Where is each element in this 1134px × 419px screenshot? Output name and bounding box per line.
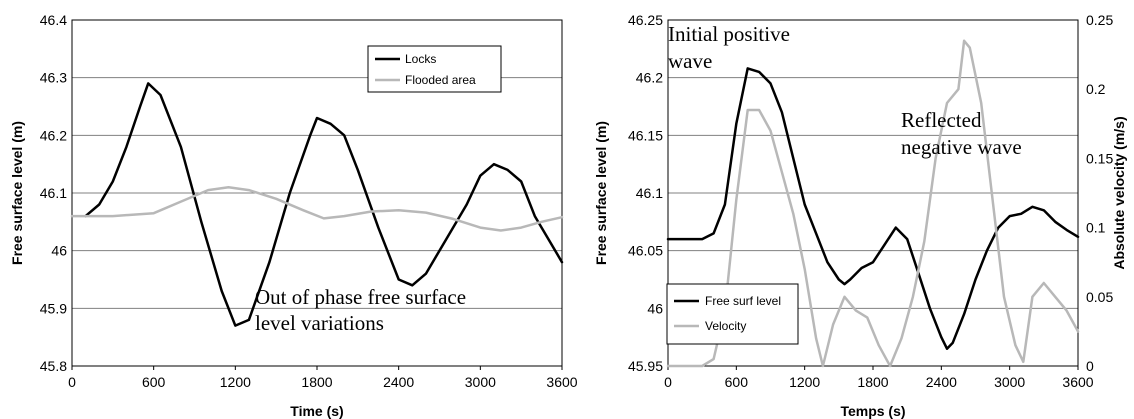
right-x-tick-labels: 0 600 1200 1800 2400 3000 3600: [664, 366, 1094, 390]
x-tick-label: 1200: [220, 374, 251, 390]
x-tick-label: 2400: [383, 374, 414, 390]
x-tick-label: 600: [142, 374, 166, 390]
y-tick-label: 46.3: [40, 70, 67, 86]
x-tick-label: 1200: [789, 374, 820, 390]
y-tick-label: 45.95: [628, 358, 663, 374]
left-gridlines: [72, 77, 562, 309]
x-tick-label: 0: [664, 374, 672, 390]
x-tick-label: 1800: [857, 374, 888, 390]
y-tick-label: 46.1: [40, 185, 67, 201]
x-tick-label: 1800: [301, 374, 332, 390]
y2-tick-label: 0.1: [1086, 220, 1106, 236]
right-annotation-initial-line-1: Initial positive: [668, 22, 790, 46]
left-series: [70, 82, 564, 327]
series-line-free-surf-level: [666, 67, 1080, 350]
y-tick-label: 46.05: [628, 243, 663, 259]
y2-tick-label: 0: [1086, 358, 1094, 374]
left-x-tick-labels: 0 600 1200 1800 2400 3000 3600: [68, 366, 578, 390]
left-legend-box: [367, 45, 502, 93]
right-left-y-tick-labels: 45.95 46 46.05 46.1 46.15 46.2 46.25: [628, 12, 663, 374]
right-annotation-reflected-line-2: negative wave: [901, 135, 1022, 159]
y-tick-label: 46.25: [628, 12, 663, 28]
y-tick-label: 45.8: [40, 358, 67, 374]
series-line-velocity: [666, 39, 1080, 368]
x-tick-label: 3600: [546, 374, 577, 390]
x-tick-label: 600: [725, 374, 749, 390]
left-annotation-line-2: level variations: [255, 311, 384, 335]
right-y2-axis-label: Absolute velocity (m/s): [1111, 116, 1127, 269]
left-legend-label-locks: Locks: [405, 52, 436, 66]
right-legend-box: [666, 283, 799, 345]
right-y-axis-label: Free surface level (m): [593, 121, 609, 265]
x-tick-label: 3600: [1062, 374, 1093, 390]
left-x-axis-label: Time (s): [290, 403, 343, 419]
right-right-y-tick-labels: 0 0.05 0.1 0.15 0.2 0.25: [1086, 12, 1113, 374]
x-tick-label: 2400: [926, 374, 957, 390]
right-legend: Free surf level Velocity: [666, 283, 799, 345]
right-legend-label-free-surf-level: Free surf level: [705, 294, 781, 308]
y-tick-label: 46.15: [628, 127, 663, 143]
y2-tick-label: 0.2: [1086, 81, 1106, 97]
x-tick-label: 3000: [465, 374, 496, 390]
y2-tick-label: 0.25: [1086, 12, 1113, 28]
right-annotation-initial-line-2: wave: [668, 49, 712, 73]
y2-tick-label: 0.05: [1086, 289, 1113, 305]
left-y-axis-label: Free surface level (m): [9, 121, 25, 265]
y-tick-label: 46.2: [40, 127, 67, 143]
y-tick-label: 46.4: [40, 12, 67, 28]
x-tick-label: 3000: [994, 374, 1025, 390]
series-line-locks: [84, 82, 564, 327]
series-line-flooded-area: [70, 185, 564, 232]
left-legend: Locks Flooded area: [367, 45, 502, 93]
y-tick-label: 46: [647, 300, 663, 316]
right-series: [666, 39, 1080, 368]
right-annotation-reflected-line-1: Reflected: [901, 108, 982, 132]
right-x-axis-label: Temps (s): [840, 403, 905, 419]
x-tick-label: 0: [68, 374, 76, 390]
y-tick-label: 46.1: [636, 185, 663, 201]
y-tick-label: 45.9: [40, 300, 67, 316]
right-legend-label-velocity: Velocity: [705, 319, 746, 333]
left-legend-label-flooded-area: Flooded area: [405, 73, 476, 87]
y-tick-label: 46: [51, 243, 67, 259]
left-y-tick-labels: 45.8 45.9 46 46.1 46.2 46.3 46.4: [40, 12, 67, 374]
y2-tick-label: 0.15: [1086, 150, 1113, 166]
y-tick-label: 46.2: [636, 70, 663, 86]
left-annotation-line-1: Out of phase free surface: [255, 285, 466, 309]
left-chart: 45.8 45.9 46 46.1 46.2 46.3 46.4 0 600 1200 1800 2…: [9, 12, 578, 419]
